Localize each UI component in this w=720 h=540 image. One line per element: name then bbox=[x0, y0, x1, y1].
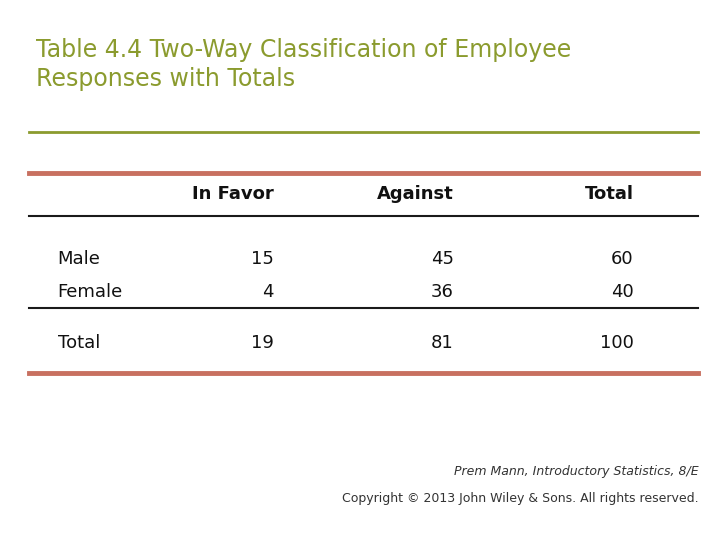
Text: 15: 15 bbox=[251, 250, 274, 268]
Text: 81: 81 bbox=[431, 334, 454, 352]
Text: 100: 100 bbox=[600, 334, 634, 352]
Text: 60: 60 bbox=[611, 250, 634, 268]
Text: In Favor: In Favor bbox=[192, 185, 274, 204]
Text: Table 4.4 Two-Way Classification of Employee
Responses with Totals: Table 4.4 Two-Way Classification of Empl… bbox=[36, 38, 571, 91]
Text: 19: 19 bbox=[251, 334, 274, 352]
Text: Male: Male bbox=[58, 250, 101, 268]
Text: 36: 36 bbox=[431, 282, 454, 301]
Text: 40: 40 bbox=[611, 282, 634, 301]
Text: 4: 4 bbox=[262, 282, 274, 301]
Text: Prem Mann, Introductory Statistics, 8/E: Prem Mann, Introductory Statistics, 8/E bbox=[454, 465, 698, 478]
Text: Against: Against bbox=[377, 185, 454, 204]
Text: Female: Female bbox=[58, 282, 123, 301]
Text: Copyright © 2013 John Wiley & Sons. All rights reserved.: Copyright © 2013 John Wiley & Sons. All … bbox=[342, 492, 698, 505]
Text: 45: 45 bbox=[431, 250, 454, 268]
Text: Total: Total bbox=[585, 185, 634, 204]
Text: Total: Total bbox=[58, 334, 100, 352]
